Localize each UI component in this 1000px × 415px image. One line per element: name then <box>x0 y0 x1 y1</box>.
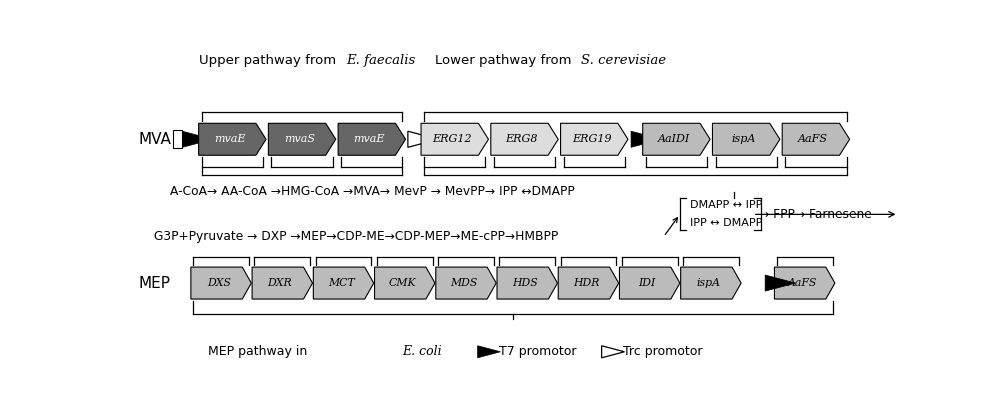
Polygon shape <box>643 123 710 155</box>
Text: Lower pathway from: Lower pathway from <box>435 54 576 68</box>
Text: T7 promotor: T7 promotor <box>499 345 576 358</box>
Polygon shape <box>774 267 835 299</box>
Text: ERG8: ERG8 <box>506 134 538 144</box>
Text: IDI: IDI <box>639 278 656 288</box>
Polygon shape <box>712 123 780 155</box>
Text: E. faecalis: E. faecalis <box>346 54 415 68</box>
Text: ERG19: ERG19 <box>572 134 611 144</box>
Polygon shape <box>561 123 628 155</box>
Polygon shape <box>268 123 336 155</box>
Text: ispA: ispA <box>731 134 756 144</box>
Polygon shape <box>631 131 661 147</box>
Polygon shape <box>375 267 435 299</box>
Text: AaIDI: AaIDI <box>658 134 690 144</box>
Polygon shape <box>681 267 741 299</box>
Text: MVA: MVA <box>138 132 171 147</box>
Text: CMK: CMK <box>389 278 416 288</box>
Polygon shape <box>199 123 266 155</box>
Polygon shape <box>338 123 406 155</box>
Text: E. coli: E. coli <box>402 345 442 358</box>
Text: mvaE: mvaE <box>353 134 385 144</box>
Text: S. cerevisiae: S. cerevisiae <box>581 54 666 68</box>
Polygon shape <box>602 346 624 358</box>
Polygon shape <box>497 267 557 299</box>
Text: MCT: MCT <box>328 278 355 288</box>
Polygon shape <box>182 131 213 147</box>
Polygon shape <box>191 267 251 299</box>
Text: DXS: DXS <box>207 278 231 288</box>
Polygon shape <box>173 130 182 148</box>
Text: ispA: ispA <box>696 278 720 288</box>
Text: Trc promotor: Trc promotor <box>623 345 702 358</box>
Text: AaFS: AaFS <box>788 278 817 288</box>
Text: ERG12: ERG12 <box>432 134 472 144</box>
Polygon shape <box>619 267 680 299</box>
Text: Upper pathway from: Upper pathway from <box>199 54 340 68</box>
Text: DXR: DXR <box>268 278 292 288</box>
Text: mvaE: mvaE <box>214 134 245 144</box>
Text: G3P+Pyruvate → DXP →MEP→CDP-ME→CDP-MEP→ME-cPP→HMBPP: G3P+Pyruvate → DXP →MEP→CDP-ME→CDP-MEP→M… <box>154 230 559 243</box>
Polygon shape <box>436 267 496 299</box>
Polygon shape <box>491 123 558 155</box>
Polygon shape <box>782 123 850 155</box>
Text: mvaS: mvaS <box>284 134 315 144</box>
Text: MEP: MEP <box>138 276 170 290</box>
Text: MDS: MDS <box>450 278 477 288</box>
Text: HDS: HDS <box>512 278 538 288</box>
Polygon shape <box>252 267 313 299</box>
Text: MEP pathway in: MEP pathway in <box>208 345 311 358</box>
Polygon shape <box>558 267 619 299</box>
Polygon shape <box>408 131 438 147</box>
Text: → FPP→ Farnesene: → FPP→ Farnesene <box>759 208 872 221</box>
Polygon shape <box>421 123 488 155</box>
Text: DMAPP ↔ IPP: DMAPP ↔ IPP <box>690 200 762 210</box>
Polygon shape <box>765 275 796 291</box>
Polygon shape <box>478 346 500 358</box>
Text: A-CoA→ AA-CoA →HMG-CoA →MVA→ MevP → MevPP→ IPP ↔DMAPP: A-CoA→ AA-CoA →HMG-CoA →MVA→ MevP → MevP… <box>170 186 575 198</box>
Polygon shape <box>313 267 374 299</box>
Text: IPP ↔ DMAPP: IPP ↔ DMAPP <box>690 218 762 228</box>
Text: AaFS: AaFS <box>798 134 828 144</box>
Text: HDR: HDR <box>573 278 599 288</box>
